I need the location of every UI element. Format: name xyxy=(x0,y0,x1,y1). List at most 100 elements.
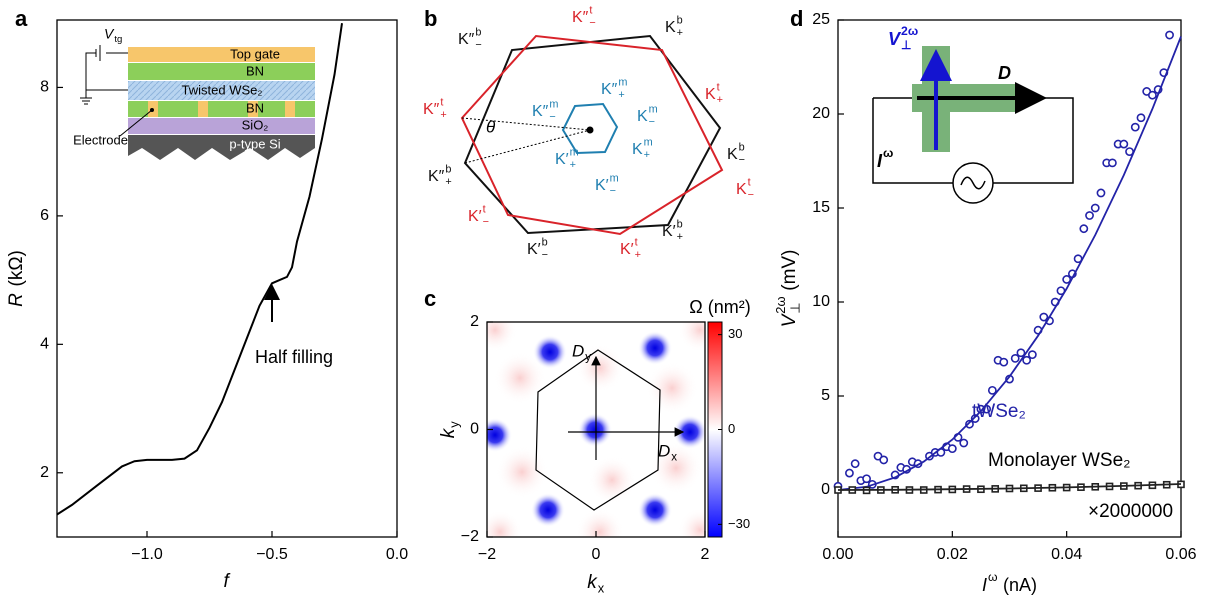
k-point-label: K′b− xyxy=(527,237,548,261)
point xyxy=(1120,140,1127,147)
y-axis-label-wrap: V2ω⊥(mV) xyxy=(773,250,803,328)
k-point-label: Kt− xyxy=(736,177,754,201)
panel-label: a xyxy=(15,6,28,31)
circle xyxy=(638,331,672,365)
point xyxy=(989,387,996,394)
x-tick-label: −0.5 xyxy=(256,546,288,563)
inset-label: SiO₂ xyxy=(242,117,269,132)
label-sub: + xyxy=(644,149,650,161)
point xyxy=(863,475,870,482)
label-sub: + xyxy=(717,94,723,106)
k-point-label: K′m+ xyxy=(555,147,579,171)
circuit-inset xyxy=(873,46,1073,203)
k-point-label: K′b+ xyxy=(662,219,683,243)
point xyxy=(1132,124,1139,131)
dot xyxy=(150,108,154,112)
label-sup: 2ω xyxy=(773,296,788,313)
label-main: K xyxy=(632,141,643,158)
label-unit: (kΩ) xyxy=(6,250,27,286)
label-sub: − xyxy=(610,185,616,197)
k-point-label: K″m− xyxy=(532,99,558,123)
label-sub: + xyxy=(440,109,446,121)
label-sub: − xyxy=(589,17,595,29)
panel-label: d xyxy=(790,6,803,31)
label-sup: b xyxy=(445,164,451,176)
circle xyxy=(588,456,636,504)
k-point-label: K′m− xyxy=(595,173,619,197)
label-main: K′ xyxy=(662,223,676,240)
label-sub: x xyxy=(598,580,605,595)
label-sub: x xyxy=(671,451,677,463)
label-main: K″ xyxy=(458,31,475,48)
k-point-label: K′t− xyxy=(468,204,489,228)
layer xyxy=(128,47,315,62)
circle xyxy=(638,493,672,527)
colorbar-tick-label: 0 xyxy=(728,421,735,436)
label-sub: + xyxy=(677,231,683,243)
k-point-label: K″b+ xyxy=(428,164,452,188)
label-sub: − xyxy=(475,39,481,51)
y-tick-label: 5 xyxy=(821,387,830,404)
inset-label: D xyxy=(998,63,1011,83)
y-tick-label: 0 xyxy=(821,481,830,498)
point xyxy=(1012,355,1019,362)
point xyxy=(1166,31,1173,38)
y-axis-label: V2ω⊥(mV) xyxy=(773,250,803,328)
point xyxy=(1149,92,1156,99)
y-tick-label: 2 xyxy=(470,313,479,330)
label-main: V xyxy=(104,26,115,42)
x-tick-label: 0.04 xyxy=(1051,546,1082,563)
x-tick-label: 0.02 xyxy=(937,546,968,563)
y-tick-label: 25 xyxy=(812,11,830,28)
k-point-label: K″m+ xyxy=(601,77,627,101)
x-tick-label: −2 xyxy=(478,546,496,563)
panel-label: c xyxy=(424,286,436,311)
label-sub: + xyxy=(618,89,624,101)
label-main: K″ xyxy=(532,103,549,120)
y-tick-label: 10 xyxy=(812,293,830,310)
circle xyxy=(473,308,517,352)
y-axis-label-wrap: ky xyxy=(438,421,461,439)
label-sup: 2ω xyxy=(901,24,918,38)
k-point-label: K″t+ xyxy=(423,97,447,121)
y-tick-label: 2 xyxy=(40,464,49,481)
scale-label: ×2000000 xyxy=(1088,501,1173,522)
label-sup: t xyxy=(589,5,592,17)
y-axis-label: R(kΩ) xyxy=(6,250,27,307)
inset-label: Twisted WSe₂ xyxy=(182,82,263,97)
label-main: k xyxy=(438,427,459,438)
label-sup: m xyxy=(549,99,558,111)
label-sup: b xyxy=(677,219,683,231)
panel-label: b xyxy=(424,6,437,31)
substrate xyxy=(128,135,315,160)
label-main: K′ xyxy=(468,208,482,225)
x-axis-label: Iω(nA) xyxy=(982,570,1037,595)
label-sub: + xyxy=(677,27,683,39)
x-axis-label: f xyxy=(224,571,231,592)
y-tick-label: 8 xyxy=(40,79,49,96)
label-main: K″ xyxy=(572,9,589,26)
figure: −1.0−0.50.02468afR(kΩ)Half fillingVtgTop… xyxy=(0,0,1207,607)
label-main: D xyxy=(658,441,670,460)
colorbar-label: Ω (nm²) xyxy=(689,297,750,317)
label-sup: t xyxy=(440,97,443,109)
circle xyxy=(578,413,612,447)
label-main: K′ xyxy=(620,241,634,258)
label-main: K xyxy=(705,86,716,103)
point xyxy=(846,469,853,476)
label-sub: − xyxy=(649,116,655,128)
point xyxy=(949,445,956,452)
label-sup: b xyxy=(677,15,683,27)
label-main: K xyxy=(736,181,747,198)
label-main: K xyxy=(637,108,648,125)
label-sub: y xyxy=(446,421,461,428)
label-sub: − xyxy=(748,189,754,201)
inset-label: BN xyxy=(246,100,264,115)
label-sub: + xyxy=(570,159,576,171)
label-main: I xyxy=(982,575,987,595)
